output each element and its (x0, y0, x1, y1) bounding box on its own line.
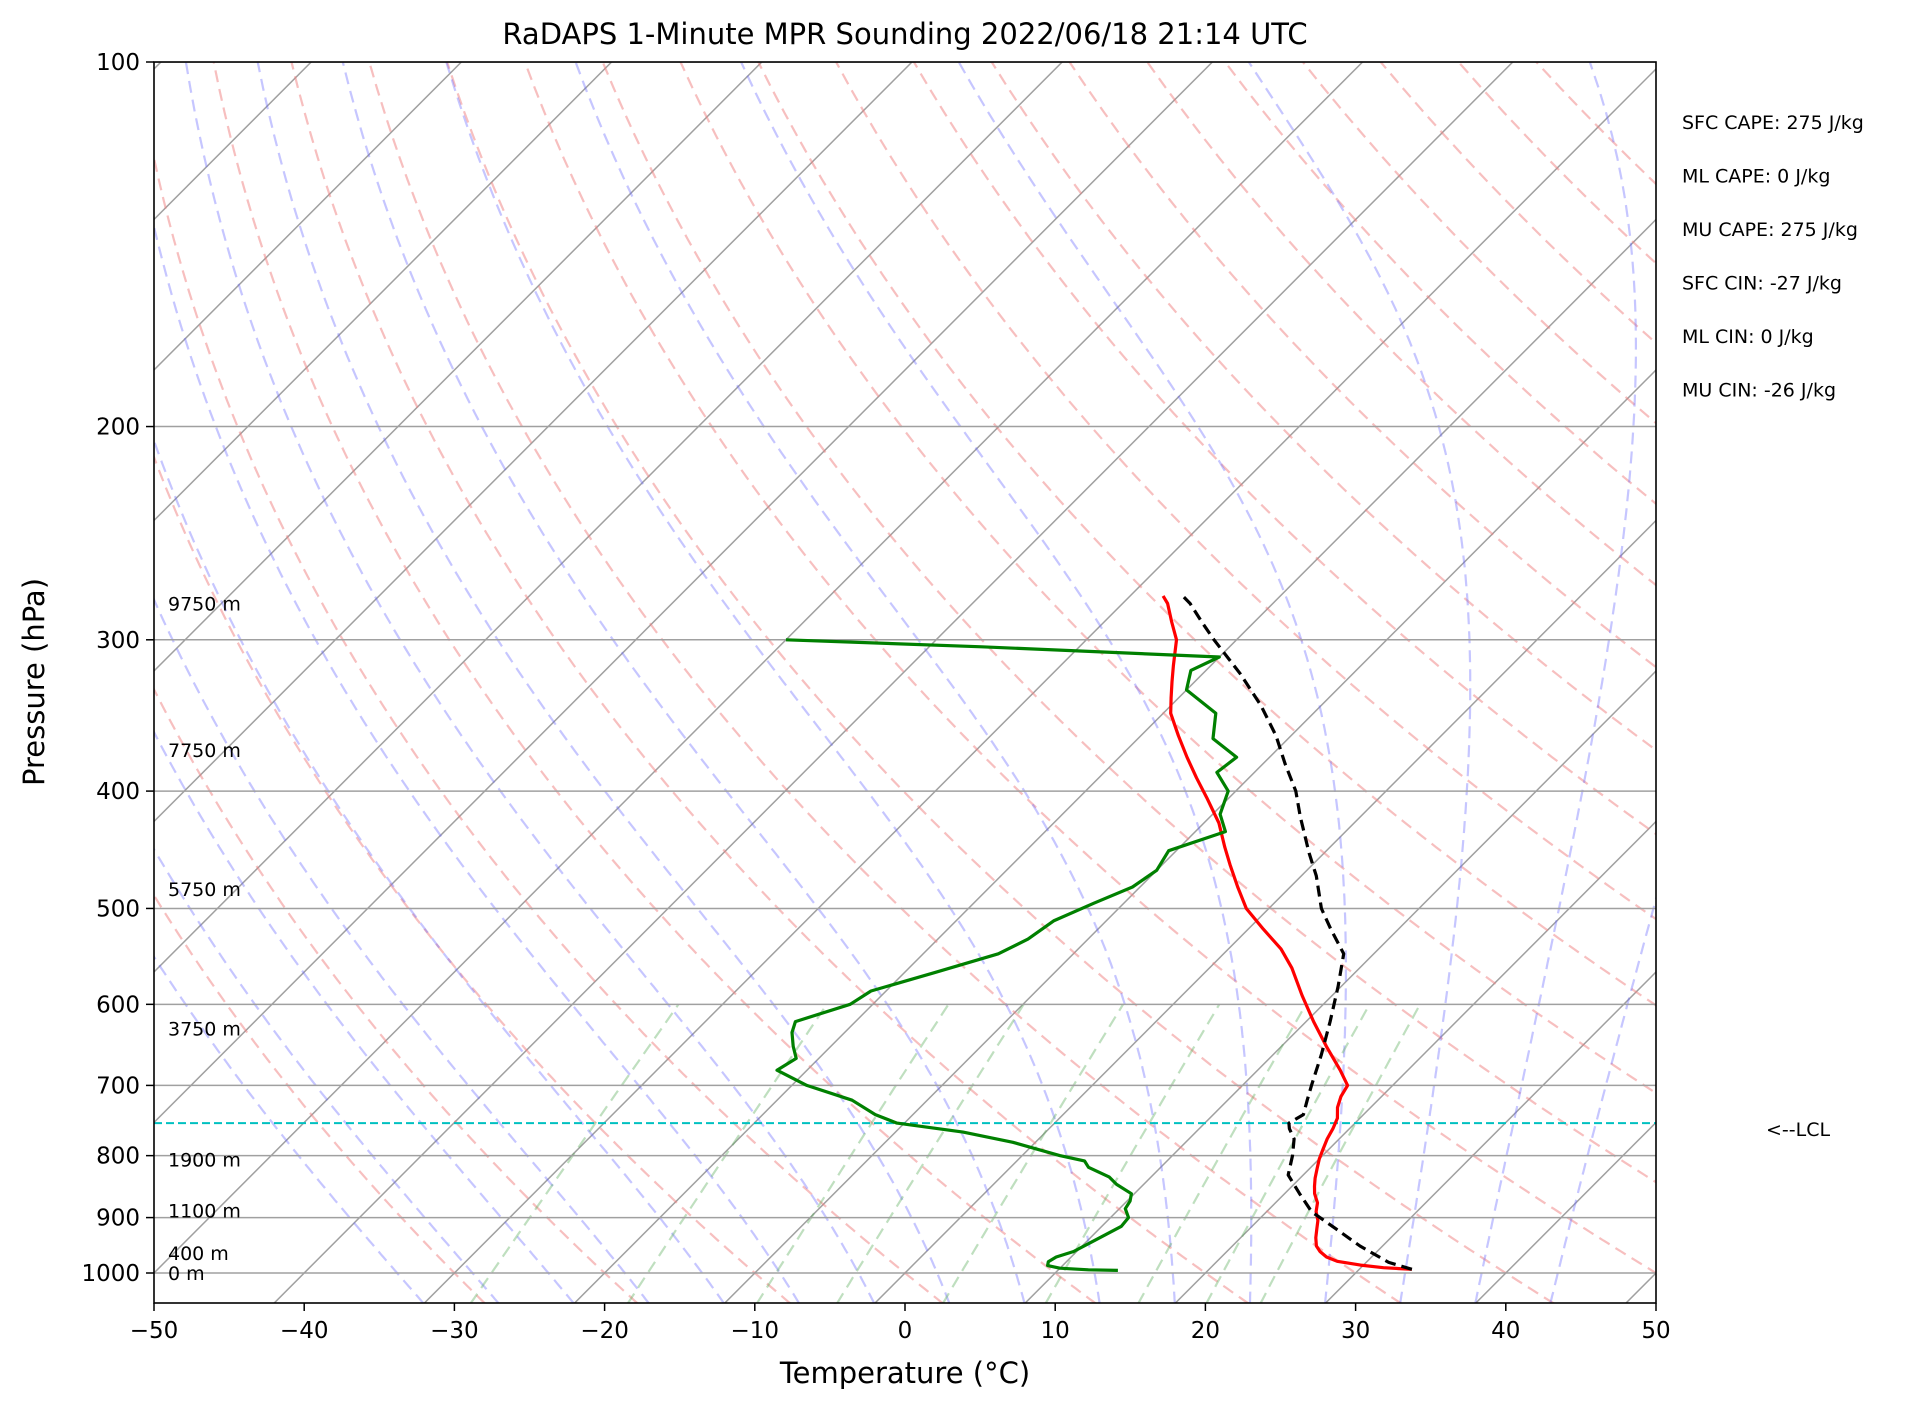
mixing-ratio-line (835, 1003, 1025, 1303)
temperature-profile-line (1161, 595, 1412, 1271)
isotherm-line (423, 67, 1656, 1303)
dewpoint-profile-line (775, 638, 1239, 1272)
y-tick-label: 100 (96, 50, 140, 76)
lcl-label: <--LCL (1766, 1119, 1830, 1141)
stability-index-label: MU CIN: -26 J/kg (1682, 380, 1836, 402)
dry-adiabat-line (834, 62, 1656, 921)
moist-adiabat-line (154, 954, 425, 1303)
mixing-ratio-line (1205, 1003, 1371, 1303)
moist-adiabat-line (341, 62, 1026, 1303)
height-label: 3750 m (168, 1018, 241, 1040)
y-tick-label: 700 (96, 1073, 140, 1099)
height-label: 1900 m (168, 1150, 241, 1172)
stability-index-label: ML CAPE: 0 J/kg (1682, 166, 1830, 188)
moist-adiabat-line (154, 847, 500, 1303)
y-tick-label: 500 (96, 896, 140, 922)
x-tick-label: 40 (1491, 1318, 1520, 1344)
height-label: 5750 m (168, 879, 241, 901)
x-tick-label: −30 (430, 1318, 479, 1344)
isotherm-line (1024, 669, 1656, 1303)
parcel-profile-line (1181, 594, 1413, 1271)
isotherm-line (1174, 820, 1656, 1303)
stability-index-label: SFC CIN: -27 J/kg (1682, 273, 1842, 295)
stability-index-label: ML CIN: 0 J/kg (1682, 326, 1814, 348)
x-tick-label: 10 (1041, 1318, 1070, 1344)
y-tick-label: 400 (96, 779, 140, 805)
x-tick-label: 20 (1191, 1318, 1220, 1344)
y-axis-title: Pressure (hPa) (17, 578, 51, 786)
x-tick-label: −40 (280, 1318, 329, 1344)
x-axis: −50 −40 −30 −20 −10 0 10 20 30 40 50 (130, 1303, 1671, 1344)
mixing-ratio-line (469, 1003, 680, 1303)
stability-indices: SFC CAPE: 275 J/kg ML CAPE: 0 J/kg MU CAPE… (1682, 112, 1864, 402)
isotherm-line (154, 62, 1214, 1124)
x-tick-label: −20 (580, 1318, 629, 1344)
isotherm-line (154, 62, 914, 823)
x-tick-label: 0 (898, 1318, 913, 1344)
stability-index-label: SFC CAPE: 275 J/kg (1682, 112, 1864, 134)
isotherm-line (154, 62, 763, 673)
mixing-ratio-line (1137, 1003, 1307, 1303)
x-tick-label: −10 (731, 1318, 780, 1344)
height-label: 400 m (168, 1243, 229, 1265)
isotherm-line (154, 62, 1364, 1275)
stability-index-label: MU CAPE: 275 J/kg (1682, 219, 1858, 241)
y-axis: 1000 900 800 700 600 500 400 300 200 100 (81, 50, 154, 1287)
height-labels: 9750 m 7750 m 5750 m 3750 m 1900 m 1100 m 400 … (168, 594, 241, 1285)
height-label: 9750 m (168, 594, 241, 616)
mixing-ratio-line (1259, 1003, 1422, 1303)
y-tick-label: 800 (96, 1144, 140, 1170)
y-tick-label: 300 (96, 628, 140, 654)
isotherm-line (573, 218, 1656, 1303)
pressure-gridlines (154, 62, 1656, 1274)
x-tick-label: 30 (1341, 1318, 1370, 1344)
moist-adiabat-line (154, 437, 726, 1303)
isotherm-line (154, 62, 1064, 974)
isotherm-line (723, 368, 1656, 1303)
moist-adiabat-line (154, 596, 650, 1303)
mixing-ratio-line (626, 1003, 828, 1303)
isotherm-line (154, 62, 613, 522)
y-tick-label: 200 (96, 415, 140, 441)
y-tick-label: 600 (96, 992, 140, 1018)
x-tick-label: 50 (1641, 1318, 1670, 1344)
moist-adiabat-line (256, 62, 951, 1303)
isotherm-line (874, 519, 1656, 1303)
x-axis-title: Temperature (°C) (779, 1356, 1030, 1390)
isotherm-line (1324, 970, 1656, 1303)
profile-lines (775, 594, 1413, 1272)
dry-adiabat-line (679, 62, 1656, 1095)
height-label: 7750 m (168, 740, 241, 762)
dry-adiabat-line (601, 62, 1656, 1184)
mixing-ratio-line (1044, 1003, 1221, 1303)
mixing-ratio-line (755, 1003, 950, 1303)
y-tick-label: 900 (96, 1206, 140, 1232)
height-label: 1100 m (168, 1201, 241, 1223)
isotherm-line (273, 62, 1514, 1303)
moist-adiabat-line (154, 729, 575, 1303)
isotherm-line (154, 62, 463, 372)
dry-adiabat-line (1145, 62, 1656, 587)
mixing-ratio-line (941, 1003, 1125, 1303)
dry-adiabat-line (290, 62, 1250, 1303)
chart-title: RaDAPS 1-Minute MPR Sounding 2022/06/18 … (502, 17, 1307, 51)
dry-adiabat-line (1068, 62, 1656, 669)
x-tick-label: −50 (130, 1318, 179, 1344)
height-label: 0 m (168, 1263, 205, 1285)
moist-adiabat-line (1549, 894, 1656, 1303)
y-tick-label: 1000 (81, 1261, 140, 1287)
dry-adiabat-line (757, 62, 1656, 1007)
